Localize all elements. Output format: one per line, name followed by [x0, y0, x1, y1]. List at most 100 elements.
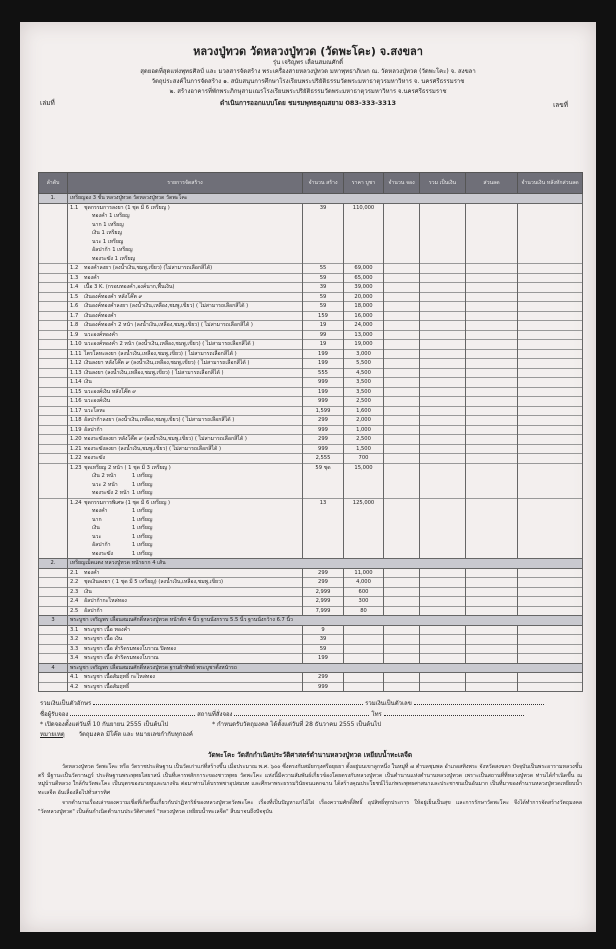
net-amount-field[interactable] — [517, 310, 583, 321]
subtotal-field[interactable] — [419, 329, 466, 340]
net-amount-field[interactable] — [517, 497, 583, 559]
discount-field[interactable] — [465, 497, 518, 559]
subtotal-field[interactable] — [419, 263, 466, 273]
discount-field[interactable] — [465, 415, 518, 425]
reserve-quantity-field[interactable] — [383, 462, 420, 498]
discount-field[interactable] — [465, 405, 518, 416]
reserve-quantity-field[interactable] — [383, 282, 420, 292]
discount-field[interactable] — [465, 377, 518, 387]
reserve-quantity-field[interactable] — [383, 301, 420, 311]
net-amount-field[interactable] — [517, 424, 583, 435]
discount-field[interactable] — [465, 396, 518, 406]
reserve-quantity-field[interactable] — [383, 424, 420, 435]
reserve-quantity-field[interactable] — [383, 596, 420, 606]
subtotal-field[interactable] — [419, 453, 466, 463]
reserve-quantity-field[interactable] — [383, 396, 420, 406]
net-amount-field[interactable] — [517, 672, 583, 682]
place-field[interactable] — [234, 709, 370, 716]
net-amount-field[interactable] — [517, 339, 583, 349]
subtotal-field[interactable] — [419, 672, 466, 682]
subtotal-field[interactable] — [419, 653, 466, 663]
discount-field[interactable] — [465, 272, 518, 283]
subtotal-field[interactable] — [419, 202, 466, 264]
discount-field[interactable] — [465, 348, 518, 359]
reserve-quantity-field[interactable] — [383, 310, 420, 321]
net-amount-field[interactable] — [517, 624, 583, 635]
discount-field[interactable] — [465, 339, 518, 349]
net-amount-field[interactable] — [517, 681, 583, 692]
discount-field[interactable] — [465, 643, 518, 654]
discount-field[interactable] — [465, 358, 518, 368]
net-amount-field[interactable] — [517, 282, 583, 292]
subtotal-field[interactable] — [419, 577, 466, 587]
net-amount-field[interactable] — [517, 301, 583, 311]
subtotal-field[interactable] — [419, 377, 466, 387]
subtotal-field[interactable] — [419, 596, 466, 606]
net-amount-field[interactable] — [517, 291, 583, 302]
reserve-quantity-field[interactable] — [383, 643, 420, 654]
net-amount-field[interactable] — [517, 605, 583, 616]
discount-field[interactable] — [465, 386, 518, 397]
reserve-quantity-field[interactable] — [383, 348, 420, 359]
discount-field[interactable] — [465, 434, 518, 444]
reserve-quantity-field[interactable] — [383, 291, 420, 302]
reserve-quantity-field[interactable] — [383, 453, 420, 463]
subtotal-field[interactable] — [419, 634, 466, 644]
reserve-quantity-field[interactable] — [383, 339, 420, 349]
total-number-field[interactable] — [413, 698, 544, 705]
discount-field[interactable] — [465, 681, 518, 692]
reserve-quantity-field[interactable] — [383, 272, 420, 283]
net-amount-field[interactable] — [517, 348, 583, 359]
discount-field[interactable] — [465, 605, 518, 616]
reserve-quantity-field[interactable] — [383, 605, 420, 616]
net-amount-field[interactable] — [517, 453, 583, 463]
net-amount-field[interactable] — [517, 653, 583, 663]
reserve-quantity-field[interactable] — [383, 202, 420, 264]
discount-field[interactable] — [465, 634, 518, 644]
discount-field[interactable] — [465, 291, 518, 302]
net-amount-field[interactable] — [517, 634, 583, 644]
net-amount-field[interactable] — [517, 396, 583, 406]
subtotal-field[interactable] — [419, 301, 466, 311]
subtotal-field[interactable] — [419, 424, 466, 435]
net-amount-field[interactable] — [517, 263, 583, 273]
reserve-quantity-field[interactable] — [383, 443, 420, 454]
receiver-field[interactable] — [70, 709, 196, 716]
subtotal-field[interactable] — [419, 434, 466, 444]
net-amount-field[interactable] — [517, 329, 583, 340]
net-amount-field[interactable] — [517, 367, 583, 378]
subtotal-field[interactable] — [419, 462, 466, 498]
net-amount-field[interactable] — [517, 443, 583, 454]
discount-field[interactable] — [465, 443, 518, 454]
net-amount-field[interactable] — [517, 462, 583, 498]
net-amount-field[interactable] — [517, 405, 583, 416]
net-amount-field[interactable] — [517, 320, 583, 330]
subtotal-field[interactable] — [419, 272, 466, 283]
subtotal-field[interactable] — [419, 367, 466, 378]
subtotal-field[interactable] — [419, 681, 466, 692]
reserve-quantity-field[interactable] — [383, 434, 420, 444]
reserve-quantity-field[interactable] — [383, 567, 420, 578]
net-amount-field[interactable] — [517, 358, 583, 368]
subtotal-field[interactable] — [419, 348, 466, 359]
subtotal-field[interactable] — [419, 320, 466, 330]
subtotal-field[interactable] — [419, 605, 466, 616]
net-amount-field[interactable] — [517, 272, 583, 283]
net-amount-field[interactable] — [517, 643, 583, 654]
reserve-quantity-field[interactable] — [383, 681, 420, 692]
discount-field[interactable] — [465, 263, 518, 273]
discount-field[interactable] — [465, 202, 518, 264]
net-amount-field[interactable] — [517, 577, 583, 587]
reserve-quantity-field[interactable] — [383, 497, 420, 559]
reserve-quantity-field[interactable] — [383, 329, 420, 340]
subtotal-field[interactable] — [419, 443, 466, 454]
discount-field[interactable] — [465, 320, 518, 330]
subtotal-field[interactable] — [419, 358, 466, 368]
net-amount-field[interactable] — [517, 386, 583, 397]
discount-field[interactable] — [465, 672, 518, 682]
discount-field[interactable] — [465, 586, 518, 597]
discount-field[interactable] — [465, 653, 518, 663]
subtotal-field[interactable] — [419, 567, 466, 578]
discount-field[interactable] — [465, 329, 518, 340]
reserve-quantity-field[interactable] — [383, 415, 420, 425]
